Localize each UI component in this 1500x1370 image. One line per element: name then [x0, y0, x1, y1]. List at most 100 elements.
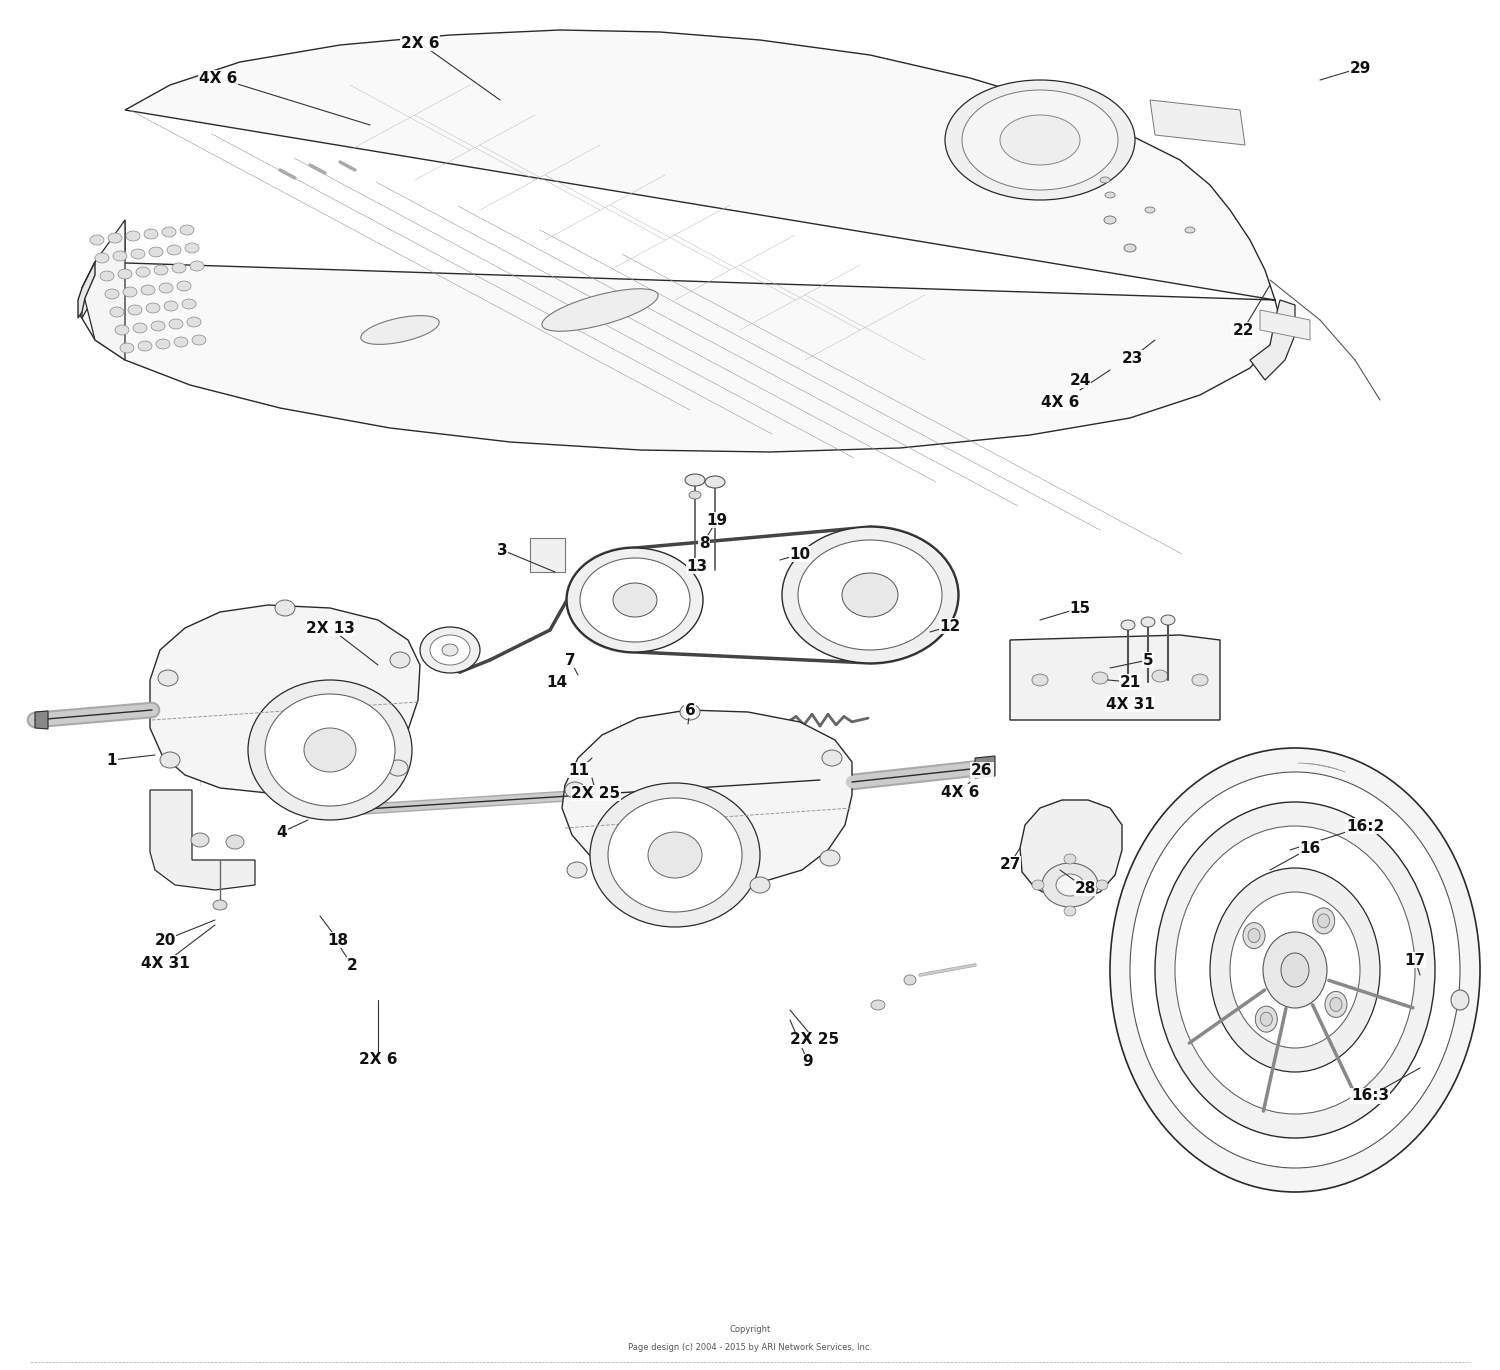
Ellipse shape: [213, 900, 226, 910]
Polygon shape: [34, 711, 48, 729]
Ellipse shape: [580, 558, 690, 643]
Polygon shape: [80, 30, 1280, 452]
Text: 4X 6: 4X 6: [940, 785, 980, 800]
Ellipse shape: [904, 975, 916, 985]
Ellipse shape: [1110, 748, 1480, 1192]
Ellipse shape: [144, 229, 158, 238]
Ellipse shape: [170, 319, 183, 329]
Ellipse shape: [1096, 880, 1108, 891]
Text: 2X 25: 2X 25: [572, 785, 621, 800]
Ellipse shape: [362, 315, 440, 344]
Ellipse shape: [1124, 244, 1136, 252]
Ellipse shape: [112, 251, 128, 262]
Ellipse shape: [782, 527, 958, 663]
Ellipse shape: [1260, 1012, 1272, 1026]
Text: 20: 20: [154, 933, 176, 948]
Ellipse shape: [182, 299, 196, 310]
Ellipse shape: [304, 727, 355, 773]
Text: Copyright: Copyright: [729, 1326, 771, 1334]
Ellipse shape: [118, 269, 132, 279]
Ellipse shape: [750, 877, 770, 893]
Text: 1: 1: [106, 752, 117, 767]
Ellipse shape: [1155, 801, 1436, 1138]
Ellipse shape: [110, 307, 125, 316]
Polygon shape: [150, 790, 255, 890]
Ellipse shape: [154, 264, 168, 275]
Text: 24: 24: [1070, 373, 1090, 388]
Ellipse shape: [1032, 880, 1044, 891]
Ellipse shape: [152, 321, 165, 332]
Polygon shape: [1250, 300, 1294, 379]
Text: 26: 26: [972, 763, 993, 778]
Text: 2X 6: 2X 6: [358, 1052, 398, 1067]
Ellipse shape: [1092, 673, 1108, 684]
Ellipse shape: [1106, 192, 1114, 199]
Ellipse shape: [108, 233, 122, 242]
Ellipse shape: [159, 284, 172, 293]
Ellipse shape: [90, 236, 104, 245]
Ellipse shape: [705, 475, 724, 488]
Text: 21: 21: [1119, 674, 1140, 689]
Ellipse shape: [340, 777, 360, 793]
Ellipse shape: [542, 289, 658, 332]
Text: 29: 29: [1350, 60, 1371, 75]
Polygon shape: [1020, 800, 1122, 900]
Ellipse shape: [100, 271, 114, 281]
Ellipse shape: [126, 232, 140, 241]
Ellipse shape: [174, 337, 188, 347]
Polygon shape: [1010, 636, 1220, 721]
Ellipse shape: [1230, 892, 1360, 1048]
Ellipse shape: [134, 323, 147, 333]
Polygon shape: [150, 606, 420, 793]
Ellipse shape: [567, 862, 586, 878]
Ellipse shape: [1248, 929, 1260, 943]
Ellipse shape: [1450, 991, 1468, 1010]
Ellipse shape: [226, 834, 244, 849]
Ellipse shape: [190, 833, 208, 847]
Ellipse shape: [1104, 216, 1116, 225]
Ellipse shape: [822, 749, 842, 766]
Ellipse shape: [1064, 906, 1076, 917]
Ellipse shape: [1192, 674, 1208, 686]
Polygon shape: [530, 538, 566, 573]
Ellipse shape: [1256, 1006, 1278, 1032]
Ellipse shape: [1324, 992, 1347, 1018]
Ellipse shape: [1244, 922, 1264, 948]
Ellipse shape: [192, 336, 206, 345]
Ellipse shape: [138, 341, 152, 351]
Ellipse shape: [1263, 932, 1328, 1008]
Ellipse shape: [1100, 177, 1110, 184]
Text: 16: 16: [1299, 841, 1320, 855]
Ellipse shape: [1142, 616, 1155, 627]
Ellipse shape: [442, 644, 458, 656]
Text: 4X 31: 4X 31: [1106, 696, 1155, 711]
Ellipse shape: [180, 225, 194, 236]
Text: 2X 25: 2X 25: [790, 1033, 840, 1048]
Ellipse shape: [1130, 773, 1460, 1169]
Ellipse shape: [871, 1000, 885, 1010]
Ellipse shape: [266, 695, 394, 806]
Ellipse shape: [566, 782, 585, 797]
Polygon shape: [1150, 100, 1245, 145]
Text: 2X 6: 2X 6: [400, 36, 439, 51]
Ellipse shape: [274, 600, 296, 616]
Text: 6: 6: [684, 703, 696, 718]
Text: 15: 15: [1070, 600, 1090, 615]
Polygon shape: [78, 262, 94, 318]
Text: 2X 13: 2X 13: [306, 621, 354, 636]
Text: 19: 19: [706, 512, 728, 527]
Text: 2: 2: [346, 958, 357, 973]
Text: 4X 6: 4X 6: [1041, 395, 1078, 410]
Ellipse shape: [430, 636, 470, 664]
Ellipse shape: [166, 245, 182, 255]
Ellipse shape: [1281, 954, 1310, 986]
Polygon shape: [975, 756, 994, 778]
Ellipse shape: [162, 227, 176, 237]
Text: 28: 28: [1074, 881, 1095, 896]
Text: 12: 12: [939, 618, 960, 633]
Ellipse shape: [648, 832, 702, 878]
Ellipse shape: [123, 286, 136, 297]
Ellipse shape: [1032, 674, 1048, 686]
Ellipse shape: [128, 306, 142, 315]
Ellipse shape: [1161, 615, 1174, 625]
